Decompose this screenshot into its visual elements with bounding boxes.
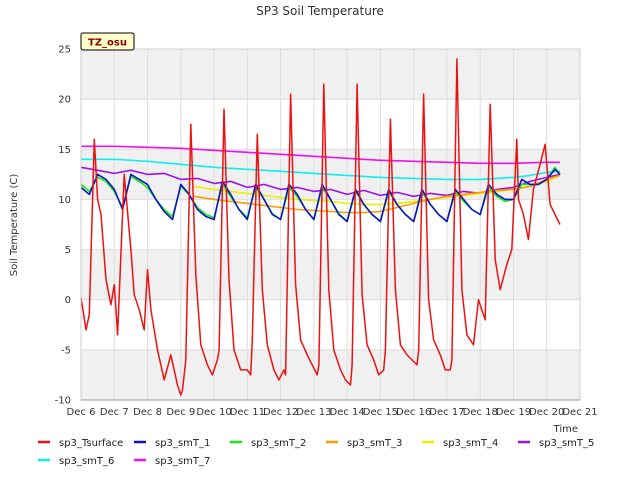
- legend-item-sp3-smt-7: sp3_smT_7: [134, 456, 210, 467]
- series-layer: [80, 58, 561, 396]
- plot-band: [81, 349, 580, 400]
- x-tick-label: Dec 18: [463, 407, 498, 418]
- y-tick-label: 5: [65, 245, 71, 256]
- series-line-sp3-smt-3: [193, 174, 561, 214]
- plot-background: [81, 49, 580, 400]
- x-tick-label: Dec 11: [230, 407, 265, 418]
- legend-label: sp3_smT_7: [155, 456, 210, 467]
- x-tick-label: Dec 20: [529, 407, 564, 418]
- plot-band: [81, 249, 580, 300]
- legend-label: sp3_smT_2: [251, 438, 306, 449]
- legend-item-sp3-tsurface: sp3_Tsurface: [38, 438, 123, 449]
- legend-label: sp3_smT_4: [443, 438, 498, 449]
- site-badge-box: [80, 32, 135, 51]
- chart-title: SP3 Soil Temperature: [256, 4, 384, 18]
- x-tick-label: Dec 19: [496, 407, 531, 418]
- y-tick-label: -10: [55, 396, 71, 407]
- y-axis-label: Soil Temperature (C): [9, 174, 20, 277]
- x-tick-label: Dec 7: [100, 407, 129, 418]
- x-tick-label: Dec 12: [263, 407, 298, 418]
- legend-item-sp3-smt-1: sp3_smT_1: [134, 438, 210, 449]
- legend-label: sp3_smT_3: [347, 438, 402, 449]
- x-tick-label: Dec 21: [562, 407, 597, 418]
- x-tick-label: Dec 14: [330, 407, 365, 418]
- plot-area: [81, 49, 580, 400]
- y-tick-label: 10: [58, 195, 71, 206]
- site-badge-text: TZ_osu: [88, 38, 127, 49]
- legend-item-sp3-smt-5: sp3_smT_5: [518, 438, 594, 449]
- legend: sp3_Tsurface sp3_smT_1 sp3_smT_2 sp3_smT_3 s…: [38, 438, 594, 467]
- x-tick-label: Dec 10: [196, 407, 231, 418]
- y-tick-label: 25: [58, 45, 71, 56]
- series-line-sp3-tsurface: [80, 58, 561, 396]
- y-tick-labels: -10 -5 0 5 10 15 20 25: [55, 45, 71, 407]
- axes: [80, 48, 581, 401]
- legend-label: sp3_smT_1: [155, 438, 210, 449]
- legend-item-sp3-smt-6: sp3_smT_6: [38, 456, 114, 467]
- legend-item-sp3-smt-4: sp3_smT_4: [422, 438, 498, 449]
- legend-item-sp3-smt-2: sp3_smT_2: [230, 438, 306, 449]
- x-tick-label: Dec 6: [67, 407, 96, 418]
- plot-band: [81, 49, 580, 100]
- legend-item-sp3-smt-3: sp3_smT_3: [326, 438, 402, 449]
- site-badge: TZ_osu: [80, 32, 135, 51]
- x-tick-label: Dec 13: [296, 407, 331, 418]
- y-tick-label: -5: [61, 345, 71, 356]
- x-tick-label: Dec 16: [396, 407, 431, 418]
- x-axis-label: Time: [553, 424, 578, 435]
- y-tick-label: 20: [58, 95, 71, 106]
- series-line-sp3-smt-7: [81, 145, 560, 165]
- x-tick-label: Dec 9: [166, 407, 195, 418]
- x-tick-label: Dec 15: [363, 407, 398, 418]
- legend-label: sp3_smT_6: [59, 456, 114, 467]
- y-tick-label: 0: [65, 295, 71, 306]
- x-tick-label: Dec 17: [429, 407, 464, 418]
- legend-label: sp3_smT_5: [539, 438, 594, 449]
- series-line-sp3-smt-6: [81, 158, 561, 181]
- legend-label: sp3_Tsurface: [59, 438, 123, 449]
- x-tick-label: Dec 8: [133, 407, 162, 418]
- y-tick-label: 15: [58, 145, 71, 156]
